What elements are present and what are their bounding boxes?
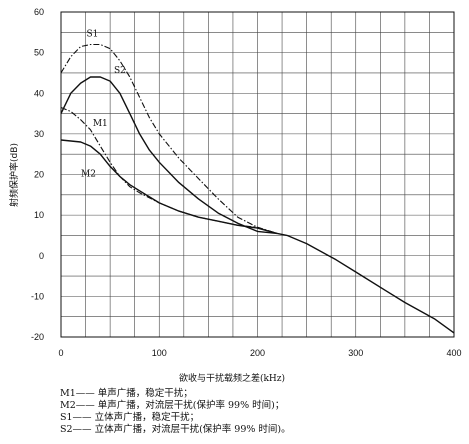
legend-item-m2: M2—— 单声广播，对流层干扰(保护率 99% 时间)； bbox=[60, 400, 285, 411]
y-tick-label: 40 bbox=[34, 88, 44, 98]
y-axis-label: 射频保护率(dB) bbox=[8, 143, 20, 207]
x-tick-label: 100 bbox=[152, 348, 167, 358]
x-tick-label: 200 bbox=[250, 348, 265, 358]
y-tick-label: -20 bbox=[31, 332, 44, 342]
legend-item-m1: M1—— 单声广播，稳定干扰； bbox=[60, 388, 193, 399]
annotation-s2: S2 bbox=[114, 66, 126, 76]
legend: M1—— 单声广播，稳定干扰； M2—— 单声广播，对流层干扰(保护率 99% … bbox=[60, 388, 291, 436]
series-lines bbox=[60, 43, 455, 334]
y-tick-label: -10 bbox=[31, 291, 44, 301]
y-tick-label: 50 bbox=[34, 48, 44, 58]
annotation-m1: M1 bbox=[93, 119, 108, 129]
y-tick-label: 10 bbox=[34, 210, 44, 220]
x-tick-label: 400 bbox=[446, 348, 461, 358]
plot-area-border bbox=[60, 11, 455, 338]
y-tick-label: 20 bbox=[34, 170, 44, 180]
x-axis-label: 欲收与干扰载频之差(kHz) bbox=[179, 372, 285, 384]
series-m2 bbox=[60, 139, 455, 334]
annotation-s1: S1 bbox=[86, 29, 98, 39]
y-tick-label: 60 bbox=[34, 7, 44, 17]
x-tick-labels: 0 100 200 300 400 bbox=[58, 348, 461, 358]
legend-item-s1: S1—— 立体声广播，稳定干扰； bbox=[60, 412, 200, 423]
series-s1 bbox=[60, 43, 278, 234]
annotation-m2: M2 bbox=[81, 170, 96, 180]
grid-lines bbox=[61, 12, 454, 337]
x-tick-label: 0 bbox=[58, 348, 63, 358]
legend-item-s2: S2—— 立体声广播，对流层干扰(保护率 99% 时间)。 bbox=[60, 424, 291, 435]
series-annotations: S1 S2 M1 M2 bbox=[81, 29, 126, 179]
y-tick-label: 0 bbox=[39, 251, 44, 261]
x-tick-label: 300 bbox=[348, 348, 363, 358]
y-tick-label: 30 bbox=[34, 129, 44, 139]
y-tick-labels: 60 50 40 30 20 10 0 -10 -20 bbox=[31, 7, 44, 342]
series-s2 bbox=[60, 76, 278, 235]
